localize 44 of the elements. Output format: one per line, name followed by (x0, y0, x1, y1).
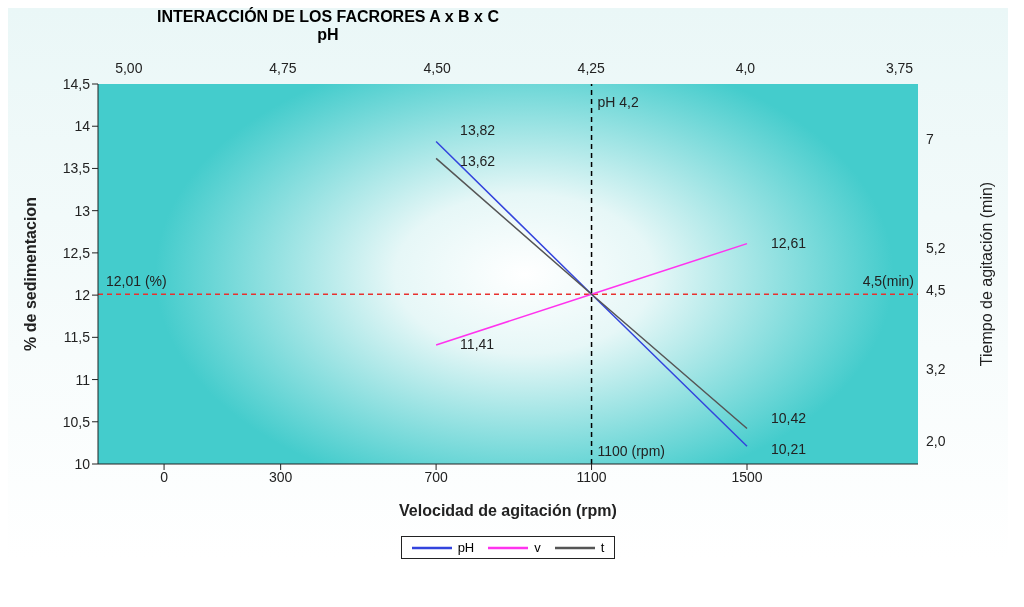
chart-title: INTERACCIÓN DE LOS FACRORES A x B x C (156, 8, 500, 26)
y2-tick-label: 3,2 (926, 360, 946, 377)
data-label: 10,42 (771, 409, 807, 426)
y-tick-label: 10,5 (62, 413, 91, 430)
y2-tick-label: 4,5 (926, 282, 946, 299)
x2-axis-title: pH (316, 26, 340, 44)
y2-axis-title: Tiempo de agitación (min) (977, 181, 995, 367)
annotation: pH 4,2 (597, 93, 640, 110)
x2-tick-label: 3,75 (885, 60, 914, 76)
y-tick-label: 12,5 (62, 244, 91, 261)
legend-label: v (534, 540, 541, 555)
y-tick-label: 14,5 (62, 75, 91, 92)
y-tick-label: 10 (74, 455, 91, 472)
ref-line-label: 12,01 (%) (106, 273, 167, 290)
x2-tick-label: 4,75 (269, 60, 297, 76)
y-tick-label: 13,5 (62, 160, 91, 177)
y-axis-title: % de sedimentacion (21, 197, 39, 351)
annotation: 4,5(min) (862, 273, 914, 290)
data-label: 10,21 (771, 441, 807, 458)
x-tick-label: 1100 (576, 468, 607, 485)
x-tick-label: 700 (424, 468, 448, 485)
x-tick-label: 300 (268, 468, 293, 485)
x2-tick-label: 5,00 (115, 60, 143, 76)
y-tick-label: 12 (74, 287, 91, 304)
y2-tick-label: 7 (926, 131, 934, 148)
data-label: 13,62 (460, 153, 496, 170)
x-tick-label: 0 (160, 468, 169, 485)
y-tick-label: 13 (74, 202, 91, 219)
x2-tick-label: 4,25 (577, 60, 605, 76)
x-tick-label: 1500 (731, 468, 763, 485)
ref-line-label: 1100 (rpm) (597, 443, 665, 459)
legend-label: pH (457, 540, 475, 555)
y2-tick-label: 5,2 (926, 240, 946, 257)
x2-tick-label: 4,0 (735, 60, 756, 76)
y-tick-label: 11 (75, 371, 91, 388)
x2-tick-label: 4,50 (423, 60, 451, 76)
y2-tick-label: 2,0 (926, 433, 946, 450)
legend-label: t (600, 540, 605, 555)
y-tick-label: 14 (74, 118, 91, 135)
y-tick-label: 11,5 (63, 329, 91, 346)
data-label: 12,61 (771, 234, 807, 251)
data-label: 13,82 (460, 122, 496, 139)
data-label: 11,41 (460, 335, 495, 352)
x-axis-title: Velocidad de agitación (rpm) (399, 502, 617, 519)
